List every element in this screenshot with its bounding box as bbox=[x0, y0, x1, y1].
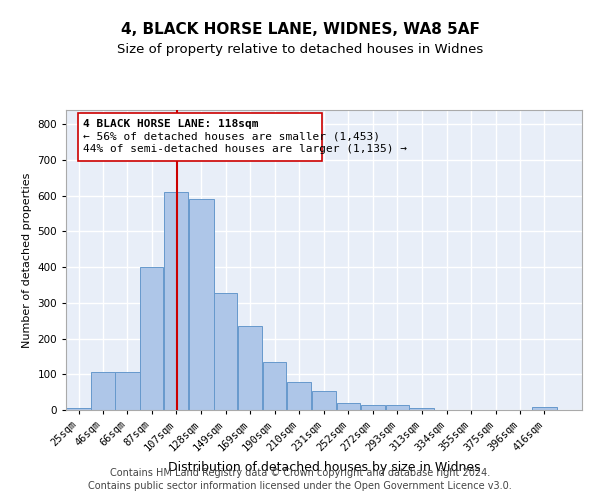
Bar bbox=[164, 192, 188, 410]
Bar bbox=[312, 392, 336, 410]
Bar bbox=[189, 200, 214, 410]
Y-axis label: Number of detached properties: Number of detached properties bbox=[22, 172, 32, 348]
Bar bbox=[214, 293, 238, 410]
Bar bbox=[66, 408, 91, 410]
Text: 44% of semi-detached houses are larger (1,135) →: 44% of semi-detached houses are larger (… bbox=[83, 144, 407, 154]
Text: 4 BLACK HORSE LANE: 118sqm: 4 BLACK HORSE LANE: 118sqm bbox=[83, 118, 258, 128]
Bar bbox=[287, 382, 311, 410]
Text: ← 56% of detached houses are smaller (1,453): ← 56% of detached houses are smaller (1,… bbox=[83, 131, 380, 141]
Bar bbox=[263, 362, 286, 410]
Bar bbox=[361, 404, 385, 410]
Text: Size of property relative to detached houses in Widnes: Size of property relative to detached ho… bbox=[117, 42, 483, 56]
Bar bbox=[238, 326, 262, 410]
Bar bbox=[532, 407, 557, 410]
Text: 4, BLACK HORSE LANE, WIDNES, WA8 5AF: 4, BLACK HORSE LANE, WIDNES, WA8 5AF bbox=[121, 22, 479, 38]
FancyBboxPatch shape bbox=[78, 112, 322, 161]
Bar bbox=[91, 372, 115, 410]
Text: Contains HM Land Registry data © Crown copyright and database right 2024.: Contains HM Land Registry data © Crown c… bbox=[110, 468, 490, 477]
Bar bbox=[337, 403, 360, 410]
Bar bbox=[386, 404, 409, 410]
Bar bbox=[140, 267, 163, 410]
Bar bbox=[115, 372, 140, 410]
Bar bbox=[409, 408, 434, 410]
Text: Contains public sector information licensed under the Open Government Licence v3: Contains public sector information licen… bbox=[88, 481, 512, 491]
X-axis label: Distribution of detached houses by size in Widnes: Distribution of detached houses by size … bbox=[167, 461, 481, 474]
